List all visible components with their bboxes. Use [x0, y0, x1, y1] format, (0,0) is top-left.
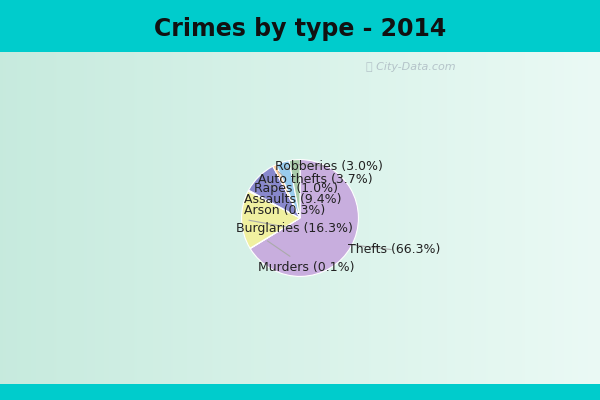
Text: Burglaries (16.3%): Burglaries (16.3%) [236, 220, 353, 235]
Text: Thefts (66.3%): Thefts (66.3%) [348, 243, 440, 256]
Wedge shape [273, 165, 300, 218]
Text: ⓘ City-Data.com: ⓘ City-Data.com [367, 62, 456, 72]
Wedge shape [242, 191, 300, 248]
Wedge shape [248, 190, 300, 218]
Text: Auto thefts (3.7%): Auto thefts (3.7%) [257, 168, 372, 186]
Text: Assaults (9.4%): Assaults (9.4%) [244, 181, 342, 206]
Text: Arson (0.3%): Arson (0.3%) [244, 199, 325, 216]
Text: Murders (0.1%): Murders (0.1%) [257, 241, 354, 274]
Text: Rapes (1.0%): Rapes (1.0%) [254, 172, 338, 195]
Text: Robberies (3.0%): Robberies (3.0%) [275, 160, 383, 173]
Text: Crimes by type - 2014: Crimes by type - 2014 [154, 17, 446, 41]
Wedge shape [250, 218, 300, 248]
Wedge shape [248, 166, 300, 218]
Wedge shape [250, 160, 358, 276]
Wedge shape [289, 160, 300, 218]
Wedge shape [276, 161, 300, 218]
